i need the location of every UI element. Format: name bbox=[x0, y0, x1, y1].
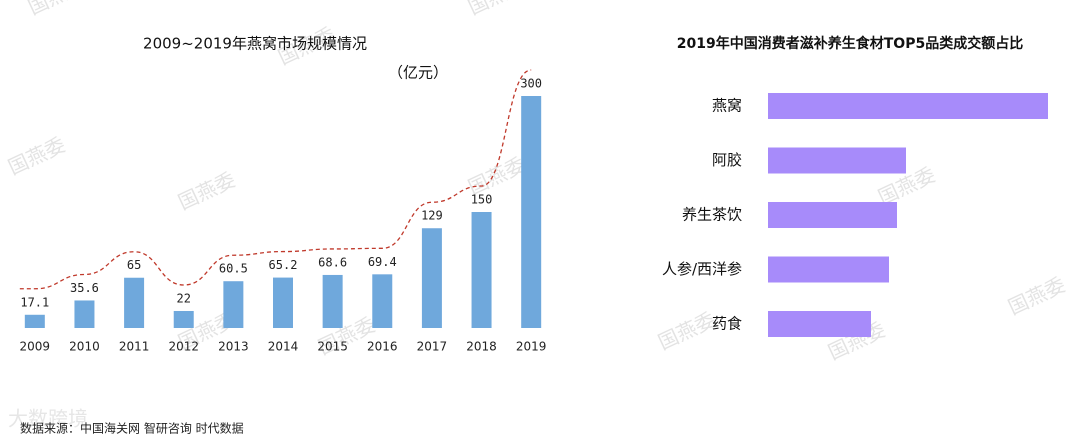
bar bbox=[521, 96, 542, 328]
logo: 大数跨境 bbox=[8, 407, 88, 431]
bar bbox=[768, 256, 889, 283]
bar bbox=[24, 314, 45, 328]
value-label: 68.6 bbox=[318, 255, 347, 269]
x-tick-label: 2016 bbox=[367, 340, 398, 354]
value-label: 17.1 bbox=[20, 295, 49, 309]
value-label: 65 bbox=[127, 258, 141, 272]
x-tick-label: 2009 bbox=[20, 340, 51, 354]
value-label: 150 bbox=[471, 193, 493, 207]
value-label: 22 bbox=[177, 291, 191, 305]
chart-title: 2019年中国消费者滋补养生食材TOP5品类成交额占比 bbox=[677, 35, 1023, 52]
y-tick-label: 人参/西洋参 bbox=[662, 260, 742, 278]
x-tick-label: 2019 bbox=[516, 340, 547, 354]
value-label: 129 bbox=[421, 209, 443, 223]
x-tick-label: 2013 bbox=[218, 340, 249, 354]
bar bbox=[372, 274, 393, 328]
x-tick-label: 2015 bbox=[317, 340, 348, 354]
value-label: 60.5 bbox=[219, 262, 248, 276]
source-note: 数据来源：中国海关网 智研咨询 时代数据 bbox=[20, 421, 244, 436]
x-tick-label: 2010 bbox=[69, 340, 100, 354]
x-tick-label: 2018 bbox=[466, 340, 497, 354]
watermark: 国燕委 bbox=[4, 132, 69, 179]
value-label: 69.4 bbox=[368, 255, 397, 269]
bar bbox=[768, 202, 897, 228]
unit-label: （亿元） bbox=[388, 64, 448, 82]
value-label: 65.2 bbox=[269, 258, 298, 272]
bar bbox=[768, 147, 906, 174]
watermark: 国燕委 bbox=[464, 0, 529, 20]
value-label: 35.6 bbox=[70, 281, 99, 295]
watermark: 国燕委 bbox=[174, 167, 239, 214]
x-tick-label: 2014 bbox=[268, 340, 299, 354]
x-tick-label: 2017 bbox=[417, 340, 448, 354]
y-tick-label: 阿胶 bbox=[712, 151, 742, 169]
y-tick-label: 药食 bbox=[712, 315, 742, 333]
bar bbox=[768, 93, 1048, 119]
bar bbox=[223, 281, 244, 328]
bar bbox=[768, 311, 871, 337]
bar bbox=[74, 300, 95, 328]
watermark: 国燕委 bbox=[1004, 272, 1069, 319]
bar bbox=[273, 277, 293, 328]
value-label: 300 bbox=[520, 77, 542, 91]
y-tick-label: 燕窝 bbox=[712, 97, 742, 115]
bar bbox=[322, 274, 343, 328]
x-tick-label: 2011 bbox=[119, 340, 150, 354]
bar bbox=[421, 228, 442, 328]
watermark: 国燕委 bbox=[654, 307, 719, 354]
x-tick-label: 2012 bbox=[168, 340, 199, 354]
y-tick-label: 养生茶饮 bbox=[682, 206, 742, 224]
watermark: 国燕委 bbox=[24, 0, 89, 20]
trend-line bbox=[19, 69, 532, 290]
chart-title: 2009~2019年燕窝市场规模情况 bbox=[143, 35, 367, 53]
bar bbox=[471, 212, 492, 328]
bar bbox=[124, 277, 145, 328]
bar bbox=[173, 310, 194, 328]
